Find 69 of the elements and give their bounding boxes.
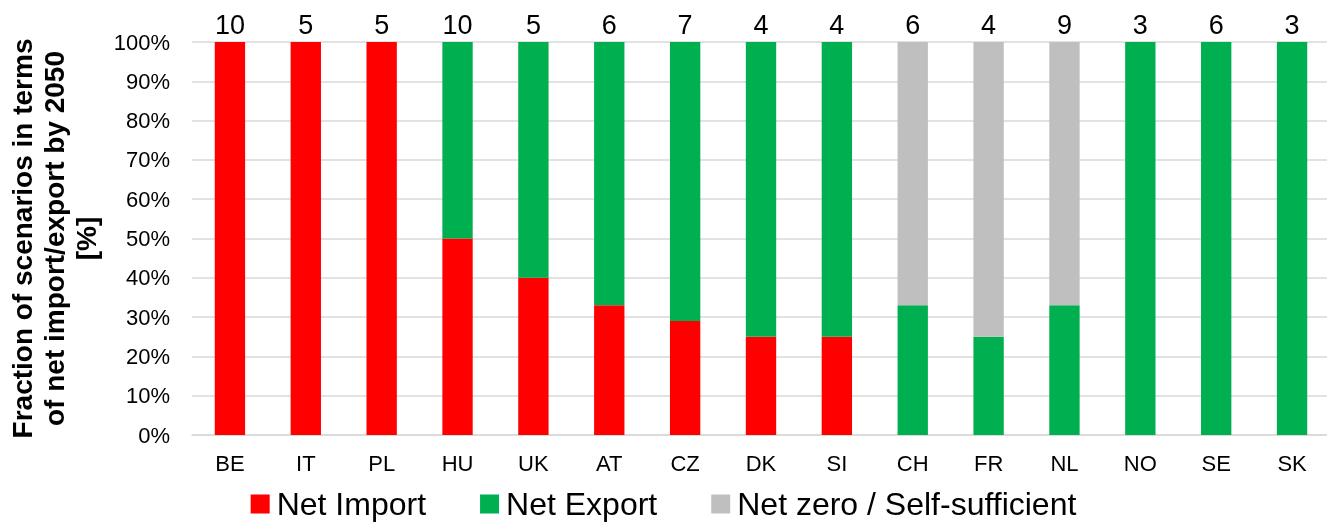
y-tick-label: 90% <box>125 68 170 94</box>
legend-label: Net Export <box>506 486 658 522</box>
annotation: 5 <box>374 9 390 40</box>
x-tick-label: SI <box>826 450 848 476</box>
annotation: 3 <box>1132 9 1148 40</box>
bar <box>518 277 549 435</box>
bar <box>745 336 777 435</box>
bar <box>973 336 1004 435</box>
bar <box>214 42 246 435</box>
y-tick-label: 50% <box>125 226 170 251</box>
x-tick-label: HU <box>441 450 474 476</box>
bar <box>290 42 321 435</box>
bar <box>1049 305 1080 435</box>
annotation: 5 <box>525 9 541 40</box>
bar <box>1125 42 1156 435</box>
legend-label: Net zero / Self-sufficient <box>737 486 1077 522</box>
bar <box>518 42 549 278</box>
y-tick-label: 70% <box>125 147 170 173</box>
x-tick-label: FR <box>973 450 1004 476</box>
bar <box>669 321 701 435</box>
bar <box>745 42 777 337</box>
y-tick-label: 0% <box>138 422 170 448</box>
bar <box>594 305 625 435</box>
bar <box>669 42 701 322</box>
y-tick-label: 30% <box>125 304 170 330</box>
y-tick-label: 40% <box>125 265 170 291</box>
annotation: 6 <box>601 9 617 40</box>
bar <box>442 42 473 239</box>
annotation: 3 <box>1284 9 1300 40</box>
annotation: 6 <box>1208 9 1224 40</box>
annotation: 4 <box>753 9 769 40</box>
x-tick-label: NO <box>1123 450 1157 476</box>
bar <box>1276 42 1308 435</box>
annotation: 7 <box>677 9 693 40</box>
annotation: 9 <box>1056 9 1072 40</box>
bar <box>821 336 853 435</box>
x-tick-label: IT <box>296 450 316 476</box>
x-tick-label: UK <box>518 450 550 476</box>
bar <box>1201 42 1232 435</box>
y-tick-label: 10% <box>125 383 170 409</box>
y-tick-label: 80% <box>125 108 170 134</box>
x-tick-label: SK <box>1277 450 1308 476</box>
y-tick-label: 100% <box>113 29 170 55</box>
x-tick-label: CH <box>896 450 929 476</box>
y-tick-label: 20% <box>125 343 170 369</box>
bar <box>897 42 928 306</box>
annotation: 10 <box>442 9 473 40</box>
annotation: 4 <box>829 9 845 40</box>
x-tick-label: DK <box>745 450 777 476</box>
annotation: 10 <box>214 9 245 40</box>
annotation: 6 <box>905 9 921 40</box>
y-tick-label: 60% <box>125 186 170 212</box>
bar <box>594 42 625 306</box>
x-tick-label: AT <box>596 450 623 476</box>
y-axis-title: Fraction of scenarios in terms of net import/export by 2050 [%] <box>7 38 103 439</box>
x-tick-label: CZ <box>670 450 700 476</box>
bar <box>821 42 853 337</box>
annotation: 5 <box>298 9 314 40</box>
bar <box>897 305 928 435</box>
bar <box>366 42 397 435</box>
bar <box>973 42 1004 337</box>
x-tick-label: NL <box>1050 450 1079 476</box>
bar <box>1049 42 1080 306</box>
annotation: 4 <box>981 9 997 40</box>
x-tick-label: BE <box>215 450 245 476</box>
x-tick-label: SE <box>1201 450 1231 476</box>
legend-label: Net Import <box>276 486 427 522</box>
x-tick-label: PL <box>368 450 396 476</box>
bar <box>442 238 473 435</box>
